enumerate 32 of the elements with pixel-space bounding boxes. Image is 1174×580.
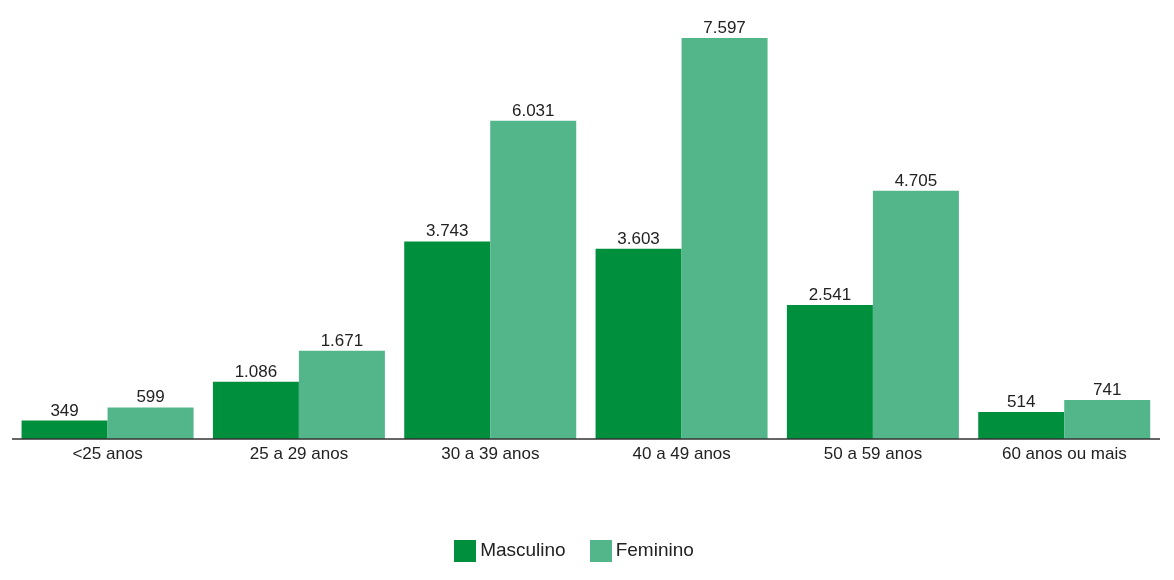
data-label: 349 [50,400,79,420]
x-tick-label: 30 a 39 anos [441,444,540,464]
x-tick-label: 60 anos ou mais [1001,444,1127,464]
bar [786,304,873,440]
data-label: 4.705 [894,170,938,190]
bar [490,120,577,440]
bar [298,350,385,440]
x-tick-label: 40 a 49 anos [632,444,731,464]
bar [107,407,194,440]
data-label: 3.743 [425,221,469,241]
bar [21,420,108,440]
data-label: 1.086 [234,361,278,381]
data-label: 2.541 [808,284,852,304]
bar [595,248,682,440]
bar [872,190,959,440]
bar [681,38,768,440]
bar [404,241,491,440]
data-label: 6.031 [511,100,555,120]
data-label: 741 [1093,379,1122,399]
data-label: 7.597 [703,18,746,37]
bar [978,411,1065,440]
data-label: 599 [136,387,165,407]
legend-label: Feminino [615,539,694,561]
data-label: 1.671 [320,330,364,350]
data-label: 3.603 [617,228,660,248]
bar [1064,399,1151,440]
x-tick-label: 25 a 29 anos [249,444,349,464]
data-label: 514 [1007,391,1036,411]
x-tick-label: <25 anos [72,444,143,464]
x-tick-label: 50 a 59 anos [823,444,923,464]
legend-label: Masculino [480,539,566,561]
bar [212,381,299,440]
